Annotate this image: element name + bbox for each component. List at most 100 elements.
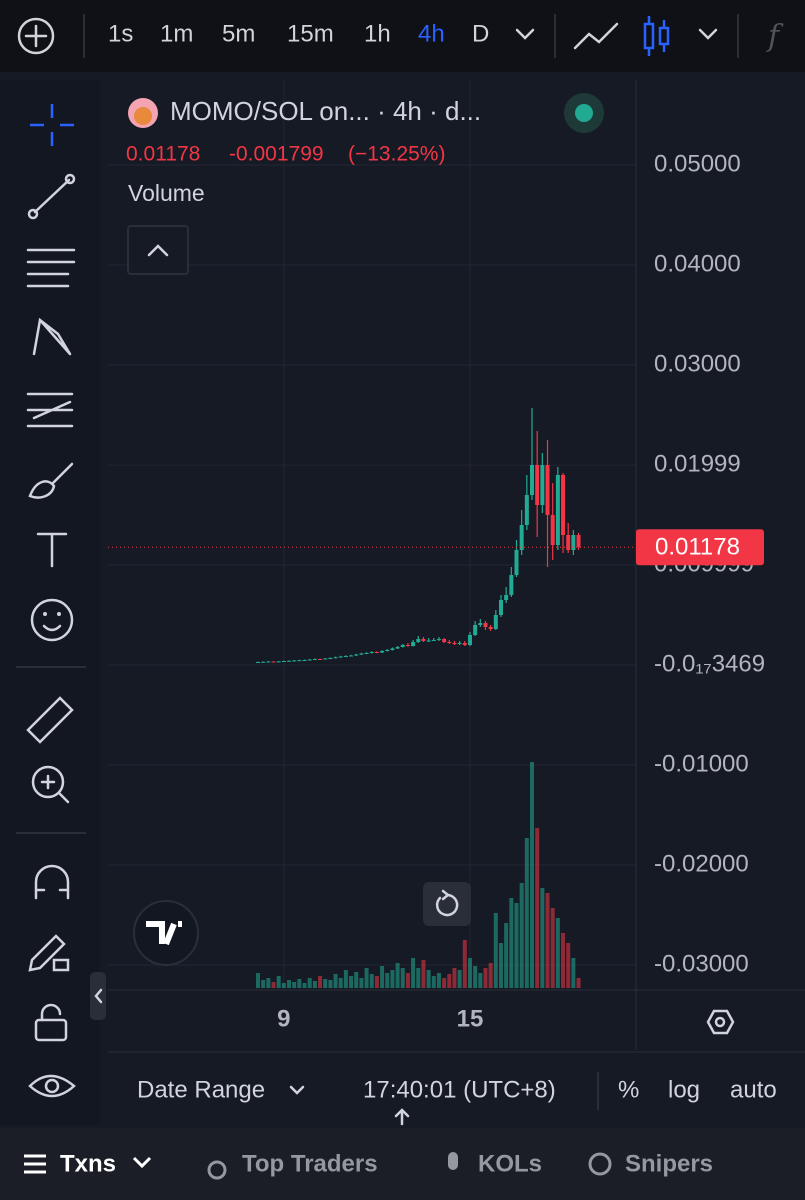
- candle-body: [395, 647, 400, 649]
- candle-body: [561, 475, 566, 535]
- candle-chart-button[interactable]: [643, 16, 670, 56]
- volume-bar: [411, 958, 416, 988]
- candle-body: [426, 640, 431, 642]
- crosshair-tool[interactable]: [30, 104, 74, 146]
- volume-bar: [385, 973, 390, 988]
- projection-tool[interactable]: [26, 392, 74, 428]
- volume-bar: [457, 970, 462, 988]
- token-icon-face: [134, 107, 152, 125]
- candle-body: [467, 635, 472, 645]
- tradingview-logo[interactable]: [133, 900, 199, 966]
- candle-body: [359, 653, 364, 655]
- volume-bar: [530, 762, 535, 988]
- volume-bar: [302, 983, 307, 988]
- tab[interactable]: Top Traders: [242, 1150, 378, 1177]
- add-button[interactable]: [17, 17, 55, 55]
- candle-body: [478, 623, 483, 625]
- collapse-handle[interactable]: [90, 972, 106, 1020]
- candle-body: [312, 659, 317, 660]
- volume-bar: [421, 960, 426, 988]
- volume-bar: [478, 973, 483, 988]
- brush-tool[interactable]: [28, 462, 74, 499]
- price-change-percent: (−13.25%): [348, 143, 445, 166]
- fib-tool[interactable]: [26, 248, 76, 288]
- candle-body: [457, 643, 462, 644]
- candle-body: [385, 650, 390, 651]
- settings-button[interactable]: [706, 1009, 735, 1035]
- y-tick-label: 0.04000: [654, 250, 741, 277]
- lock-drawings-tool[interactable]: [28, 934, 70, 972]
- candle-body: [431, 640, 436, 641]
- last-price: 0.01178: [126, 143, 200, 166]
- date-range-button[interactable]: Date Range: [137, 1076, 265, 1103]
- text-tool[interactable]: [36, 532, 68, 568]
- volume-bar: [483, 968, 488, 988]
- collapse-legend-button[interactable]: [127, 225, 189, 275]
- volume-bar: [359, 978, 364, 988]
- volume-bar: [292, 982, 297, 988]
- interval-button[interactable]: 5m: [222, 20, 255, 47]
- candle-body: [555, 475, 560, 545]
- interval-dropdown[interactable]: [515, 28, 535, 40]
- chart-type-dropdown[interactable]: [698, 28, 718, 40]
- lock-tool[interactable]: [34, 1003, 68, 1042]
- scale-option[interactable]: log: [668, 1076, 700, 1103]
- y-tick-label: 0.01999: [654, 450, 741, 477]
- tab[interactable]: KOLs: [478, 1150, 542, 1177]
- y-tick-label: -0.01000: [654, 750, 749, 777]
- volume-bar: [405, 973, 410, 988]
- candle-body: [292, 660, 297, 662]
- candle-body: [380, 651, 385, 653]
- volume-bar: [509, 898, 514, 988]
- ruler-tool[interactable]: [26, 696, 74, 744]
- zoom-tool[interactable]: [31, 765, 70, 804]
- reset-button[interactable]: [423, 882, 471, 926]
- volume-bar: [426, 970, 431, 988]
- magnet-tool[interactable]: [34, 864, 70, 900]
- tab[interactable]: Txns: [60, 1150, 116, 1177]
- volume-bar: [333, 974, 338, 988]
- volume-bar: [524, 838, 529, 988]
- date-range-arrow: [289, 1085, 305, 1095]
- scale-option[interactable]: %: [618, 1076, 639, 1103]
- volume-bar: [550, 908, 555, 988]
- scale-option[interactable]: auto: [730, 1076, 777, 1103]
- volume-bar: [369, 974, 374, 988]
- candle-body: [442, 639, 447, 642]
- candle-body: [519, 525, 524, 550]
- volume-bar: [281, 983, 286, 988]
- resize-handle[interactable]: [394, 1108, 410, 1148]
- volume-bar: [436, 973, 441, 988]
- volume-bar: [519, 883, 524, 988]
- volume-bar: [431, 976, 436, 988]
- interval-button[interactable]: 1h: [364, 20, 391, 47]
- candle-body: [452, 643, 457, 644]
- interval-button[interactable]: 1m: [160, 20, 193, 47]
- candle-body: [530, 465, 535, 495]
- line-chart-button[interactable]: [573, 22, 619, 50]
- interval-button[interactable]: 4h: [418, 20, 445, 47]
- candle-body: [504, 595, 509, 600]
- trend-line-tool[interactable]: [27, 173, 76, 220]
- tab[interactable]: Snipers: [625, 1150, 713, 1177]
- interval-button[interactable]: D: [472, 20, 489, 47]
- visibility-tool[interactable]: [28, 1074, 76, 1098]
- y-tick-label: -0.03000: [654, 950, 749, 977]
- clock: 17:40:01 (UTC+8): [363, 1076, 556, 1103]
- volume-bar: [318, 976, 323, 988]
- interval-button[interactable]: 15m: [287, 20, 334, 47]
- pattern-tool[interactable]: [32, 317, 72, 356]
- emoji-tool[interactable]: [30, 598, 74, 642]
- last-price-label: 0.01178: [655, 534, 740, 561]
- candle-body: [436, 639, 441, 640]
- volume-bar: [380, 966, 385, 988]
- volume-bar: [504, 923, 509, 988]
- y-tick-label: -0.0₁₇3469: [654, 650, 765, 677]
- volume-bar: [493, 913, 498, 988]
- candle-body: [307, 659, 312, 661]
- volume-bar: [555, 918, 560, 988]
- interval-button[interactable]: 1s: [108, 20, 133, 47]
- chart-title: MOMO/SOL on... · 4h · d...: [170, 96, 481, 126]
- candle-body: [514, 550, 519, 575]
- candle-body: [545, 465, 550, 515]
